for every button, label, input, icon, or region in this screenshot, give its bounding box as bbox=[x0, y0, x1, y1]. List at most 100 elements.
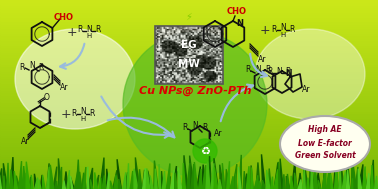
Text: Cu NPs@ ZnO-PTh: Cu NPs@ ZnO-PTh bbox=[139, 86, 251, 96]
Polygon shape bbox=[167, 176, 170, 189]
Text: N: N bbox=[255, 64, 261, 74]
Bar bbox=[0, 162, 378, 165]
Bar bbox=[0, 91, 378, 94]
Text: Ar: Ar bbox=[302, 85, 310, 94]
Polygon shape bbox=[370, 160, 374, 189]
Bar bbox=[0, 60, 378, 64]
Polygon shape bbox=[117, 159, 121, 189]
Bar bbox=[0, 179, 378, 182]
Polygon shape bbox=[19, 161, 22, 189]
Polygon shape bbox=[58, 158, 62, 189]
Polygon shape bbox=[342, 171, 346, 189]
Bar bbox=[0, 148, 378, 151]
Polygon shape bbox=[178, 171, 181, 189]
Polygon shape bbox=[266, 170, 270, 189]
Polygon shape bbox=[39, 180, 41, 189]
Bar bbox=[0, 20, 378, 24]
Bar bbox=[0, 53, 378, 57]
Bar bbox=[0, 6, 378, 9]
Polygon shape bbox=[54, 181, 57, 189]
Polygon shape bbox=[254, 175, 258, 189]
Text: N: N bbox=[237, 19, 243, 29]
Bar bbox=[0, 181, 378, 184]
Polygon shape bbox=[83, 167, 86, 189]
Bar bbox=[0, 155, 378, 158]
Polygon shape bbox=[187, 163, 190, 189]
Polygon shape bbox=[88, 168, 93, 189]
Bar bbox=[0, 49, 378, 52]
Polygon shape bbox=[78, 172, 82, 189]
Bar bbox=[0, 32, 378, 36]
Polygon shape bbox=[218, 179, 222, 189]
Polygon shape bbox=[16, 176, 20, 189]
Bar bbox=[0, 122, 378, 125]
Polygon shape bbox=[138, 169, 142, 189]
Polygon shape bbox=[286, 176, 290, 189]
Polygon shape bbox=[352, 155, 356, 189]
Bar bbox=[0, 117, 378, 121]
Polygon shape bbox=[191, 164, 194, 189]
Polygon shape bbox=[206, 162, 210, 189]
Text: R: R bbox=[77, 26, 83, 35]
Polygon shape bbox=[222, 163, 225, 189]
Text: CHO: CHO bbox=[227, 8, 247, 16]
Text: N: N bbox=[192, 121, 198, 129]
Polygon shape bbox=[100, 158, 104, 189]
Polygon shape bbox=[346, 156, 350, 189]
Polygon shape bbox=[40, 175, 44, 189]
Text: R: R bbox=[89, 108, 94, 118]
Polygon shape bbox=[367, 173, 370, 189]
Text: N: N bbox=[280, 23, 286, 33]
Polygon shape bbox=[114, 175, 118, 189]
Bar bbox=[0, 44, 378, 47]
Polygon shape bbox=[214, 158, 218, 189]
Polygon shape bbox=[58, 167, 62, 189]
Bar bbox=[0, 42, 378, 45]
Text: R: R bbox=[271, 25, 277, 33]
Polygon shape bbox=[243, 174, 248, 189]
Polygon shape bbox=[183, 163, 185, 189]
Polygon shape bbox=[358, 169, 361, 189]
Text: R: R bbox=[19, 63, 25, 71]
Polygon shape bbox=[209, 156, 211, 189]
Text: H: H bbox=[87, 33, 91, 39]
Polygon shape bbox=[53, 167, 57, 189]
Bar bbox=[0, 112, 378, 116]
Polygon shape bbox=[143, 168, 145, 189]
Polygon shape bbox=[365, 173, 367, 189]
Bar bbox=[0, 176, 378, 180]
Polygon shape bbox=[375, 176, 377, 189]
Polygon shape bbox=[256, 162, 260, 189]
Polygon shape bbox=[307, 178, 309, 189]
Text: ♻: ♻ bbox=[200, 146, 210, 156]
Polygon shape bbox=[211, 163, 214, 189]
Polygon shape bbox=[269, 169, 271, 189]
Bar bbox=[0, 84, 378, 87]
Polygon shape bbox=[155, 169, 157, 189]
Bar bbox=[0, 34, 378, 38]
Text: +: + bbox=[260, 25, 270, 37]
Polygon shape bbox=[130, 175, 135, 189]
Bar bbox=[0, 30, 378, 33]
Text: H: H bbox=[280, 32, 286, 38]
Text: R: R bbox=[245, 66, 251, 74]
Polygon shape bbox=[258, 181, 262, 189]
Bar bbox=[0, 4, 378, 7]
Polygon shape bbox=[283, 174, 285, 189]
Bar bbox=[0, 129, 378, 132]
Bar bbox=[0, 171, 378, 175]
Polygon shape bbox=[262, 180, 266, 189]
Polygon shape bbox=[279, 162, 281, 189]
Polygon shape bbox=[316, 173, 321, 189]
Polygon shape bbox=[154, 161, 158, 189]
Polygon shape bbox=[239, 155, 242, 189]
Polygon shape bbox=[34, 174, 37, 189]
Polygon shape bbox=[127, 163, 129, 189]
Polygon shape bbox=[271, 177, 273, 189]
Polygon shape bbox=[280, 159, 283, 189]
Bar bbox=[0, 103, 378, 106]
Polygon shape bbox=[355, 167, 358, 189]
Polygon shape bbox=[123, 172, 126, 189]
Text: R: R bbox=[71, 108, 77, 118]
Bar bbox=[0, 98, 378, 102]
